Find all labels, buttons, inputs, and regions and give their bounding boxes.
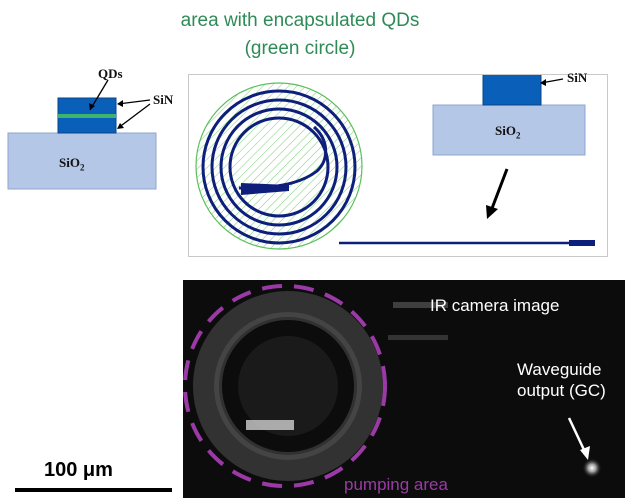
sio2-main-text: SiO <box>59 155 80 170</box>
inset-sio2-subscript: 2 <box>515 130 521 141</box>
title-line-2: (green circle) <box>244 38 356 59</box>
arrow-head <box>486 205 498 219</box>
sio2-substrate <box>7 132 157 190</box>
device-layout-box: SiN SiO2 <box>188 70 608 257</box>
inset-sio2-main: SiO <box>495 123 516 138</box>
qds-label: QDs <box>98 66 123 81</box>
glow-ring-outer <box>193 291 383 481</box>
waveguide-output-label-2: output (GC) <box>517 381 606 400</box>
scale-bar <box>15 488 172 492</box>
scale-bar-label: 100 μm <box>44 459 113 481</box>
sio2-label-inset: SiO2 <box>495 123 520 141</box>
inset-sio2 <box>432 104 586 156</box>
spiral-waveguide <box>201 89 357 245</box>
left-stack-diagram: QDs SiN SiO2 <box>0 0 190 200</box>
pumping-area-label: pumping area <box>344 475 448 494</box>
stray-light-streak-2 <box>388 335 448 340</box>
sio2-label-left: SiO2 <box>59 155 84 173</box>
output-spot <box>582 458 602 478</box>
sin-label-left: SiN <box>153 92 174 107</box>
sin-label-inset: SiN <box>567 70 588 85</box>
sio2-subscript: 2 <box>79 162 85 173</box>
inset-sin-block <box>482 75 542 106</box>
waveguide-output-label-1: Waveguide <box>517 360 602 379</box>
left-stack-graphic <box>7 79 157 190</box>
stray-light-streak-1 <box>393 302 448 308</box>
ir-camera-label: IR camera image <box>430 296 560 315</box>
bright-input-streak <box>246 420 294 430</box>
pumping-area-circle <box>183 284 387 488</box>
ir-camera-panel: IR camera image Waveguide output (GC) pu… <box>183 280 625 498</box>
device-layout-graphic <box>195 75 595 250</box>
output-arrow <box>580 446 590 460</box>
glow-ring-inner <box>238 336 338 436</box>
title-line-1: area with encapsulated QDs <box>180 10 420 31</box>
grating-coupler <box>569 240 595 246</box>
qd-layer <box>58 114 116 118</box>
input-taper <box>241 183 289 195</box>
ir-camera-graphic <box>183 284 602 488</box>
